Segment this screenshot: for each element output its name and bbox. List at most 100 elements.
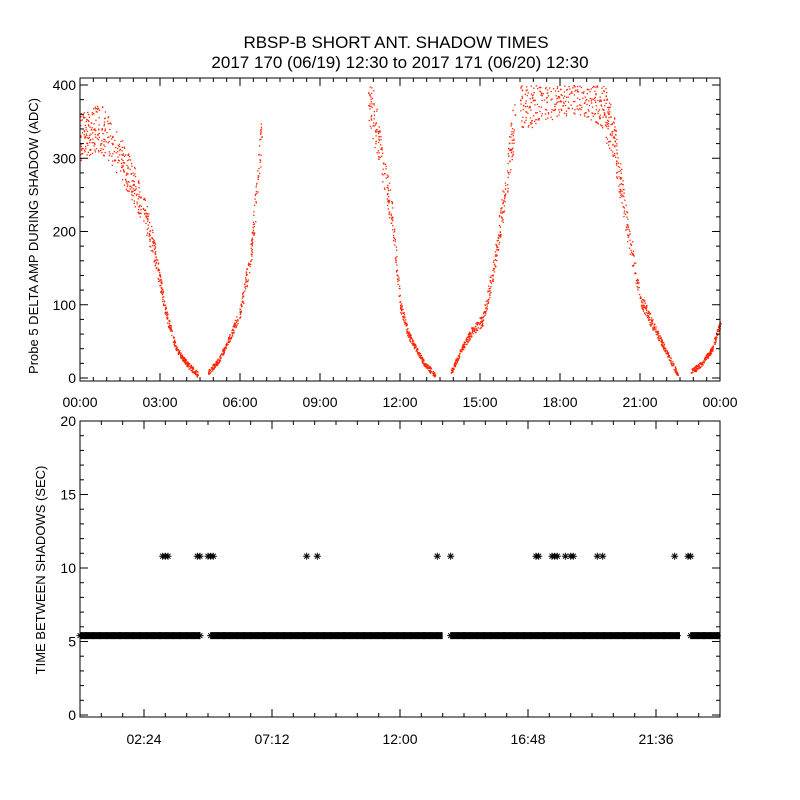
top-data-point — [557, 101, 559, 103]
top-data-point — [555, 95, 557, 97]
top-data-point — [485, 307, 488, 309]
top-data-point — [233, 330, 235, 332]
top-data-point — [586, 98, 588, 101]
top-data-point — [657, 332, 659, 335]
top-data-point — [225, 347, 227, 349]
top-data-point — [630, 249, 632, 252]
top-data-point — [477, 327, 479, 329]
top-data-point — [469, 339, 471, 341]
top-data-point — [614, 146, 616, 148]
top-data-point — [140, 196, 142, 198]
top-data-point — [595, 121, 597, 123]
top-data-point — [468, 332, 471, 334]
top-data-point — [254, 232, 256, 234]
top-data-point — [642, 299, 645, 301]
top-data-point — [87, 144, 89, 146]
top-data-point — [561, 109, 563, 112]
baseline-asterisk — [196, 632, 204, 640]
top-data-point — [614, 137, 616, 139]
top-data-point — [628, 228, 630, 231]
top-data-point — [629, 230, 631, 232]
top-data-point — [492, 274, 494, 276]
top-data-point — [630, 243, 632, 245]
top-data-point — [599, 99, 601, 101]
top-data-point — [170, 330, 172, 332]
top-data-point — [718, 326, 721, 328]
top-data-point — [533, 99, 535, 102]
top-data-point — [255, 202, 257, 204]
top-data-point — [251, 244, 253, 246]
top-data-point — [188, 363, 190, 366]
top-data-point — [101, 128, 103, 131]
top-data-point — [87, 124, 90, 126]
top-data-point — [527, 126, 530, 128]
top-data-point — [90, 148, 92, 151]
top-data-point — [468, 337, 470, 339]
top-data-point — [253, 225, 256, 228]
baseline-asterisk — [453, 632, 461, 640]
top-data-point — [192, 370, 194, 372]
top-data-point — [637, 287, 639, 289]
top-data-point — [140, 212, 142, 215]
top-data-point — [239, 308, 241, 310]
top-data-point — [635, 262, 637, 264]
top-data-point — [229, 334, 231, 336]
top-data-point — [499, 231, 501, 233]
baseline-asterisk — [493, 632, 501, 640]
top-data-point — [545, 86, 547, 89]
top-data-point — [180, 354, 182, 357]
top-data-point — [710, 350, 712, 352]
baseline-asterisk — [507, 632, 515, 640]
top-data-point — [641, 308, 644, 310]
top-data-point — [592, 86, 594, 89]
top-data-point — [652, 327, 655, 329]
top-data-point — [402, 318, 404, 321]
top-data-point — [378, 138, 380, 140]
top-data-point — [114, 139, 116, 142]
top-data-point — [479, 323, 481, 326]
top-data-point — [155, 256, 157, 259]
top-data-point — [103, 144, 105, 146]
top-data-point — [397, 278, 399, 280]
top-data-point — [260, 138, 262, 140]
top-data-point — [603, 112, 606, 114]
top-data-point — [544, 108, 547, 111]
top-data-point — [219, 359, 221, 361]
baseline-asterisk — [380, 632, 388, 640]
top-data-point — [511, 158, 513, 161]
top-data-point — [597, 110, 599, 112]
top-data-point — [241, 297, 244, 299]
top-data-point — [100, 148, 102, 150]
top-data-point — [503, 205, 505, 207]
top-data-point — [390, 213, 392, 215]
top-data-point — [693, 370, 696, 372]
top-data-point — [80, 143, 82, 145]
top-data-point — [503, 199, 505, 202]
top-data-point — [261, 128, 263, 130]
top-data-point — [590, 102, 593, 104]
baseline-asterisk — [513, 632, 521, 640]
top-data-point — [253, 223, 256, 225]
top-data-point — [175, 348, 177, 351]
top-x-tick-label: 21:00 — [622, 394, 657, 410]
top-data-point — [612, 131, 614, 133]
top-data-point — [167, 313, 169, 316]
top-panel-delta-amp: 00:00 03:00 06:00 09:00 12:00 15:00 18:00 21:00… — [26, 77, 738, 410]
top-data-point — [651, 320, 654, 322]
top-data-point — [395, 259, 397, 261]
top-data-point — [639, 297, 641, 300]
top-data-point — [693, 368, 696, 371]
top-data-point — [499, 236, 501, 238]
top-data-point — [656, 331, 658, 334]
top-data-point — [82, 115, 84, 117]
top-data-point — [489, 294, 491, 297]
top-data-point — [496, 240, 498, 242]
top-data-point — [87, 111, 89, 114]
top-data-point — [621, 183, 623, 186]
top-data-point — [162, 289, 164, 291]
top-data-point — [147, 224, 150, 226]
top-data-point — [159, 274, 161, 276]
top-data-point — [695, 366, 697, 368]
top-data-point — [599, 116, 601, 119]
top-data-point — [510, 169, 512, 171]
